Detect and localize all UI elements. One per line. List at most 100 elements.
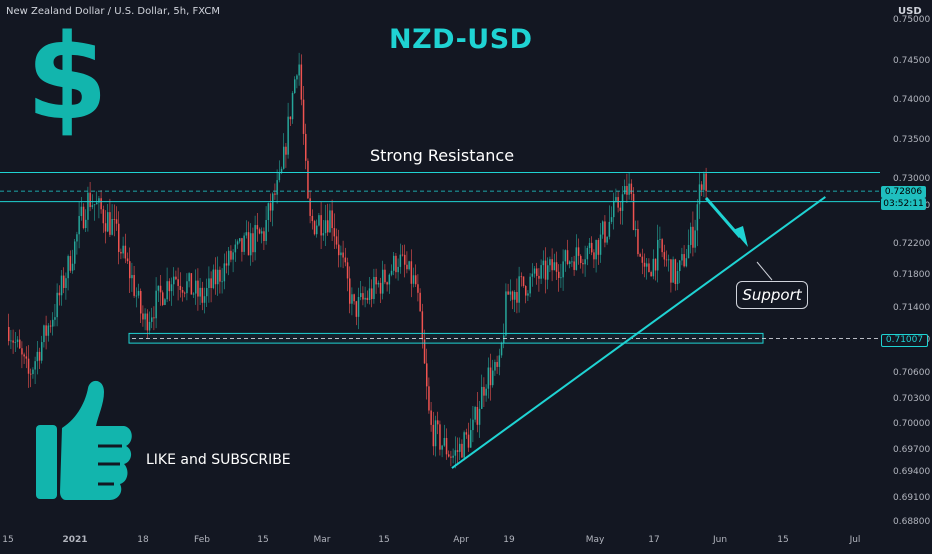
candle-body (613, 200, 615, 218)
candle-body (159, 285, 162, 293)
x-tick-label: May (586, 535, 605, 545)
candle-body (628, 183, 630, 195)
candle-body (54, 317, 56, 320)
x-tick-label: 15 (378, 535, 389, 545)
candle-body (419, 292, 421, 312)
candle-body (562, 261, 564, 278)
candle-body (489, 367, 492, 386)
candle-body (93, 204, 96, 206)
candle-body (564, 250, 567, 262)
candle-body (300, 64, 303, 100)
candle-body (566, 250, 569, 265)
candle-body (324, 220, 327, 234)
candle-body (547, 265, 549, 280)
candle-body (56, 292, 58, 318)
candle-body (104, 223, 107, 232)
candle-body (195, 280, 197, 294)
candle-body (474, 406, 476, 420)
candle-body (525, 285, 527, 296)
candle-body (109, 212, 111, 235)
candle-body (663, 252, 666, 260)
candle-body (668, 259, 670, 261)
candle-body (190, 273, 193, 295)
candle-body (679, 260, 681, 272)
candle-body (364, 297, 366, 300)
candle-body (258, 229, 261, 234)
candle-body (164, 299, 166, 305)
candle-body (397, 266, 399, 273)
candle-body (652, 258, 655, 277)
candle-body (208, 278, 210, 289)
candle-body (76, 234, 78, 242)
support-price-tag: 0.71007 (881, 334, 928, 347)
candle-body (285, 146, 287, 155)
candle-body (683, 254, 685, 267)
candle-body (478, 408, 481, 425)
candle-body (289, 116, 292, 120)
y-tick-label: 0.74000 (893, 95, 930, 105)
candle-body (360, 293, 362, 298)
candle-body (243, 235, 245, 252)
candle-body (606, 236, 608, 243)
candle-body (511, 291, 514, 300)
candle-body (144, 313, 146, 320)
candle-body (36, 351, 39, 362)
candle-body (140, 290, 142, 314)
candle-body (555, 262, 558, 272)
candle-body (661, 239, 663, 253)
candle-body (454, 450, 457, 456)
candle-body (333, 228, 336, 237)
thumb-hand (60, 380, 132, 500)
candle-body (657, 239, 659, 271)
candle-body (586, 247, 589, 260)
candle-body (408, 261, 410, 270)
candle-body (610, 217, 613, 222)
price-axis[interactable]: 0.750000.745000.740000.735000.730000.726… (893, 15, 930, 527)
x-tick-label: 2021 (62, 535, 87, 545)
candle-body (487, 367, 490, 389)
candle-body (384, 269, 386, 283)
candle-body (426, 363, 428, 387)
candle-body (575, 247, 578, 270)
candle-body (441, 445, 443, 450)
candle-body (74, 241, 76, 264)
candle-body (192, 293, 195, 295)
time-axis[interactable]: 15 2021 18 Feb 15 Mar 15 Apr 19 May 17 Jun 15 Jul (2, 535, 860, 545)
candle-body (577, 247, 580, 256)
candle-body (632, 193, 635, 231)
candle-body (291, 93, 294, 120)
thumb-finger-lines (98, 444, 122, 486)
candle-body (573, 261, 575, 270)
candle-body (604, 221, 606, 243)
candle-body (32, 369, 34, 375)
candle-body (78, 216, 80, 235)
candle-body (265, 219, 267, 242)
candle-body (536, 268, 538, 276)
candle-body (571, 261, 573, 263)
candle-body (100, 198, 102, 210)
candle-body (168, 281, 171, 292)
candle-body (283, 146, 285, 169)
candle-body (685, 258, 688, 267)
candle-body (122, 245, 124, 254)
candle-body (701, 184, 703, 190)
candle-body (52, 319, 54, 327)
candle-body (261, 231, 263, 234)
candle-body (544, 260, 547, 280)
candle-body (98, 198, 100, 203)
candle-body (309, 198, 311, 216)
candle-body (558, 271, 560, 278)
levels (0, 172, 880, 344)
x-tick-label: Feb (194, 535, 210, 545)
x-tick-label: 18 (137, 535, 149, 545)
candle-body (269, 203, 272, 211)
candle-body (179, 285, 182, 290)
candle-body (386, 282, 388, 285)
candle-body (371, 288, 373, 300)
candle-body (41, 342, 43, 361)
candle-body (298, 64, 300, 76)
candle-body (126, 258, 129, 262)
candle-body (353, 294, 355, 302)
